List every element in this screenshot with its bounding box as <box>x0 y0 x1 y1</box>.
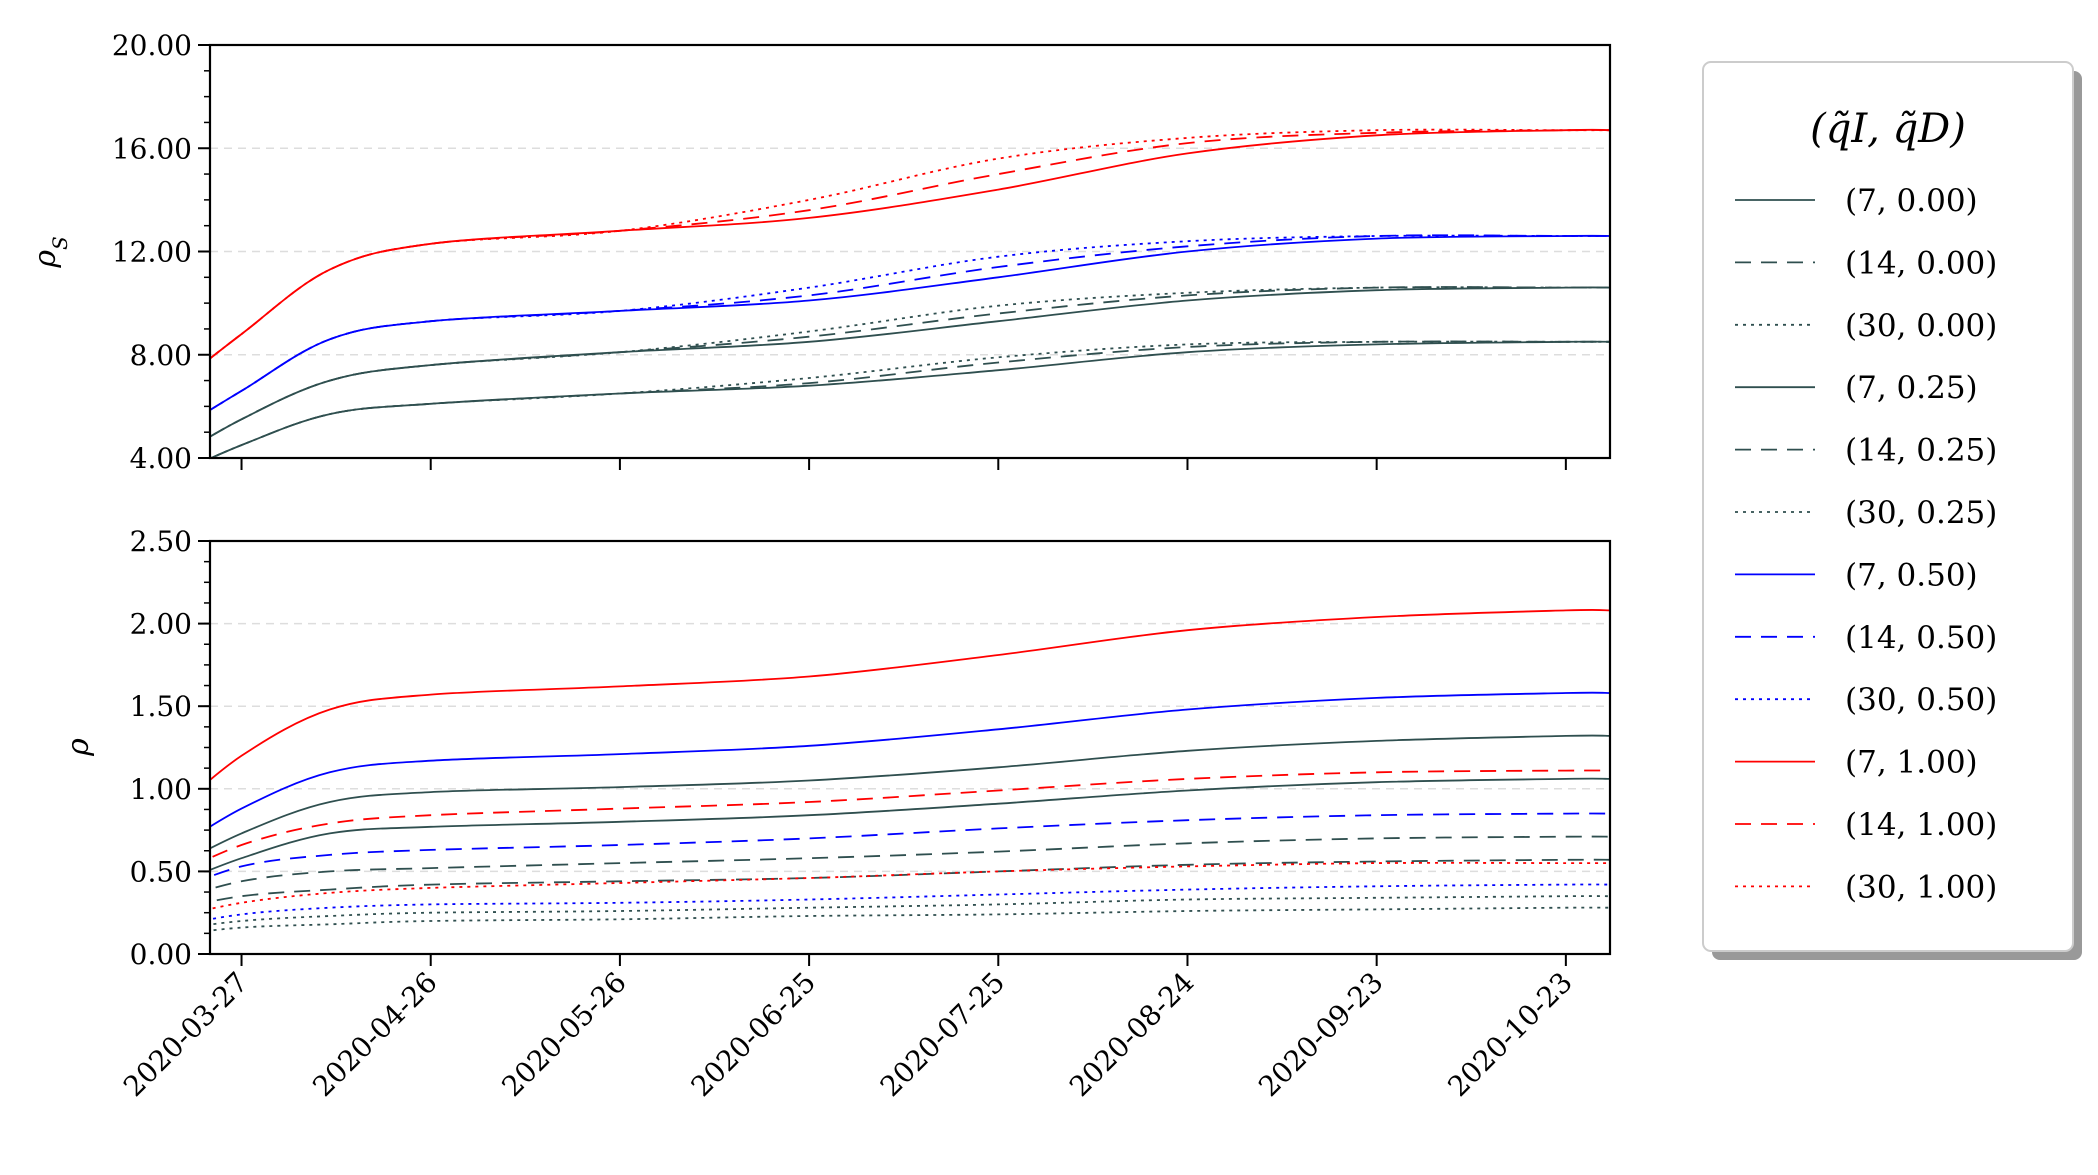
bottom-y-tick-label: 1.00 <box>130 773 192 806</box>
legend-label: (7, 0.50) <box>1845 557 1978 593</box>
legend-item: (14, 0.25) <box>1735 433 1997 469</box>
legend-title: (q̃I, q̃D) <box>1810 106 1966 152</box>
legend-item: (7, 0.00) <box>1735 183 1978 219</box>
legend-item: (30, 0.25) <box>1735 495 1997 531</box>
top-series-line-2 <box>210 340 1610 458</box>
bottom-series-line-7 <box>210 812 1610 878</box>
bottom-series-line-4 <box>210 835 1610 891</box>
bottom-series-line-9 <box>210 609 1610 782</box>
bottom-y-tick-label: 2.00 <box>130 608 192 641</box>
legend-label: (7, 1.00) <box>1845 745 1978 781</box>
bottom-y-tick-label: 2.50 <box>130 525 192 558</box>
legend-label: (30, 0.00) <box>1845 308 1997 344</box>
top-series-line-7 <box>210 234 1610 412</box>
bottom-series-line-11 <box>210 861 1610 910</box>
legend-item: (30, 0.00) <box>1735 308 1997 344</box>
legend-item: (7, 0.25) <box>1735 370 1978 406</box>
top-series-lines <box>210 128 1610 458</box>
bottom-series-lines <box>210 609 1610 932</box>
top-series-line-11 <box>210 128 1610 360</box>
top-series-line-1 <box>210 340 1610 458</box>
legend-label: (14, 0.50) <box>1845 620 1997 656</box>
top-y-tick-label: 20.00 <box>112 29 192 62</box>
legend-label: (14, 1.00) <box>1845 807 1997 843</box>
top-series-line-4 <box>210 286 1610 438</box>
bottom-y-tick-label: 0.00 <box>130 938 192 971</box>
legend-label: (30, 0.50) <box>1845 682 1997 718</box>
legend-label: (14, 0.00) <box>1845 245 1997 281</box>
legend-item: (7, 0.50) <box>1735 557 1978 593</box>
top-y-axis-label: ρS <box>28 236 72 268</box>
bottom-y-axis-label: ρ <box>61 738 96 757</box>
legend-item: (14, 0.00) <box>1735 245 1997 281</box>
bottom-series-line-1 <box>210 858 1610 903</box>
legend-label: (14, 0.25) <box>1845 433 1997 469</box>
legend-box <box>1702 61 2074 952</box>
top-y-tick-label: 16.00 <box>112 132 192 165</box>
bottom-series-line-3 <box>210 734 1610 850</box>
bottom-y-ticks: 0.00 0.50 1.00 1.50 2.00 2.50 <box>130 525 210 971</box>
bottom-series-line-6 <box>210 691 1610 828</box>
top-gridlines <box>210 147 1610 356</box>
legend-label: (7, 0.00) <box>1845 183 1978 219</box>
legend-item: (30, 1.00) <box>1735 869 1997 905</box>
top-y-tick-label: 4.00 <box>130 442 192 475</box>
legend: (q̃I, q̃D) (7, 0.00) (14, 0.00) (30, 0.00)… <box>1702 61 2082 960</box>
legend-label: (30, 1.00) <box>1845 869 1997 905</box>
legend-item: (30, 0.50) <box>1735 682 1997 718</box>
top-y-tick-label: 12.00 <box>112 236 192 269</box>
top-series-line-9 <box>210 128 1610 360</box>
legend-items: (7, 0.00) (14, 0.00) (30, 0.00) (7, 0.25) (1… <box>1735 183 1997 905</box>
legend-item: (14, 1.00) <box>1735 807 1997 843</box>
bottom-gridlines <box>210 622 1610 873</box>
bottom-series-line-0 <box>210 777 1610 871</box>
bottom-y-tick-label: 0.50 <box>130 855 192 888</box>
top-series-line-10 <box>210 129 1610 360</box>
top-y-ticks: 4.00 8.00 12.00 16.00 20.00 <box>112 29 210 475</box>
legend-label: (30, 0.25) <box>1845 495 1997 531</box>
legend-item: (14, 0.50) <box>1735 620 1997 656</box>
top-x-ticks <box>240 458 1567 470</box>
legend-item: (7, 1.00) <box>1735 745 1978 781</box>
top-y-tick-label: 8.00 <box>130 339 192 372</box>
legend-label: (7, 0.25) <box>1845 370 1978 406</box>
top-panel: 4.00 8.00 12.00 16.00 20.00 ρS <box>28 29 1612 475</box>
bottom-y-tick-label: 1.50 <box>130 690 192 723</box>
